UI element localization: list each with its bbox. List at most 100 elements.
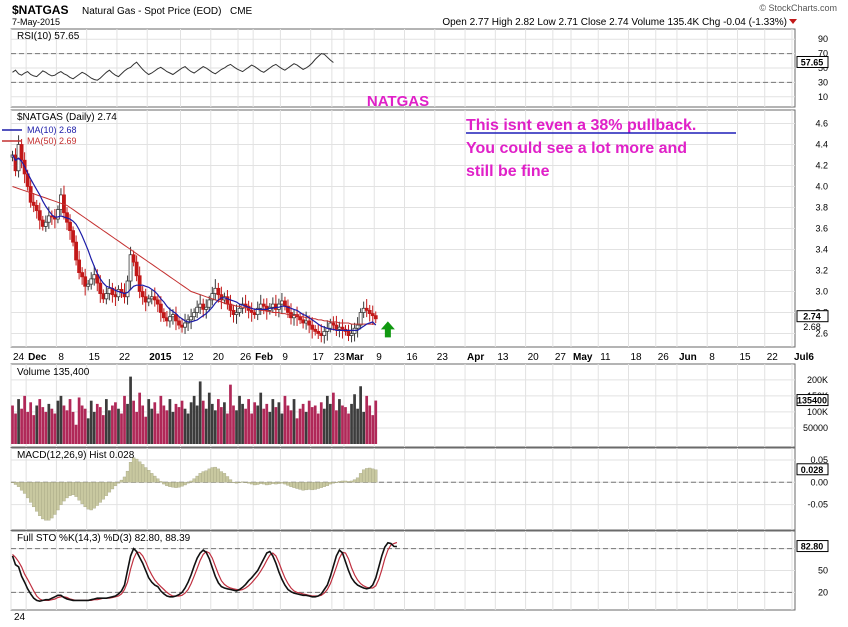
volume-bar bbox=[283, 395, 287, 444]
volume-bar bbox=[307, 400, 311, 444]
volume-bar bbox=[304, 411, 308, 444]
volume-value-box bbox=[796, 394, 829, 407]
volume-bar bbox=[207, 392, 211, 444]
volume-bar bbox=[141, 405, 145, 444]
volume-bar bbox=[356, 408, 359, 444]
macd-hist-bar bbox=[95, 482, 99, 506]
x-tick-label: Feb bbox=[255, 352, 273, 363]
volume-bar bbox=[271, 399, 275, 444]
x-tick-label: 15 bbox=[739, 352, 751, 363]
candle bbox=[195, 306, 200, 313]
sto-label: Full STO %K(14,3) %D(3) 82.80, 88.39 bbox=[17, 533, 191, 544]
x-tick-label: 20 bbox=[213, 352, 225, 363]
volume-bar bbox=[177, 407, 181, 444]
macd-hist-bar bbox=[274, 482, 278, 485]
candle bbox=[59, 194, 63, 210]
candle bbox=[174, 314, 178, 322]
volume-bar bbox=[117, 408, 120, 444]
macd-hist-bar bbox=[355, 477, 360, 483]
volume-bar bbox=[238, 395, 241, 444]
volume-bar bbox=[26, 411, 30, 444]
y-tick-label: 2.6 bbox=[815, 329, 828, 339]
volume-bar bbox=[322, 408, 326, 444]
candle bbox=[370, 313, 375, 317]
rsi-line bbox=[12, 53, 334, 81]
macd-hist-bar bbox=[201, 471, 205, 483]
macd-hist-bar bbox=[216, 468, 221, 483]
y-tick-label: 50 bbox=[818, 63, 828, 73]
candle bbox=[134, 261, 139, 277]
candle bbox=[355, 324, 360, 329]
macd-hist-bar bbox=[186, 482, 190, 484]
candle bbox=[340, 326, 345, 330]
y-tick-label: 3.4 bbox=[815, 245, 828, 255]
candle bbox=[86, 283, 91, 287]
volume-bar bbox=[86, 418, 90, 444]
candle bbox=[168, 316, 172, 322]
macd-hist-bar bbox=[80, 482, 84, 504]
volume-bar bbox=[126, 403, 129, 444]
macd-hist-bar bbox=[44, 482, 48, 521]
macd-hist-bar bbox=[59, 482, 63, 505]
volume-bar bbox=[232, 405, 235, 444]
macd-hist-bar bbox=[271, 482, 275, 484]
volume-bar bbox=[47, 403, 51, 444]
y-tick-label: 30 bbox=[818, 77, 828, 87]
volume-bar bbox=[344, 407, 347, 444]
x-tick-label: Apr bbox=[467, 352, 484, 363]
macd-hist-bar bbox=[204, 470, 208, 483]
quote-line: Open 2.77 High 2.82 Low 2.71 Close 2.74 … bbox=[442, 17, 787, 28]
candle bbox=[40, 219, 45, 227]
volume-bar bbox=[159, 395, 163, 444]
x-tick-label: 17 bbox=[313, 352, 325, 363]
candle bbox=[143, 296, 148, 303]
candle bbox=[313, 328, 318, 332]
volume-bar bbox=[32, 415, 36, 444]
macd-hist-bar bbox=[313, 482, 317, 490]
volume-bar bbox=[71, 411, 75, 444]
volume-bar bbox=[298, 408, 302, 444]
volume-bar bbox=[68, 399, 72, 444]
volume-bar bbox=[83, 408, 87, 444]
volume-bar bbox=[286, 405, 290, 444]
macd-hist-bar bbox=[171, 482, 175, 488]
volume-bar bbox=[301, 403, 305, 444]
candle bbox=[37, 210, 42, 221]
macd-hist-bar bbox=[22, 482, 27, 494]
volume-bar bbox=[59, 395, 63, 444]
volume-bar bbox=[147, 399, 151, 444]
macd-hist-bar bbox=[331, 482, 336, 484]
macd-hist-bar bbox=[198, 473, 202, 483]
volume-bar bbox=[171, 411, 175, 444]
macd-hist-bar bbox=[65, 482, 69, 499]
macd-hist-bar bbox=[183, 482, 187, 486]
x-tick-label: 26 bbox=[658, 352, 670, 363]
macd-hist-bar bbox=[213, 466, 217, 483]
macd-hist-bar bbox=[231, 482, 236, 483]
volume-bar bbox=[292, 399, 296, 444]
rsi-label: RSI(10) 57.65 bbox=[17, 31, 80, 42]
candle bbox=[128, 254, 133, 282]
macd-hist-bar bbox=[113, 482, 118, 487]
candle bbox=[307, 320, 312, 326]
candle bbox=[183, 322, 187, 328]
candle bbox=[213, 287, 218, 295]
volume-bar bbox=[319, 402, 323, 444]
volume-bar bbox=[350, 403, 353, 444]
volume-bar bbox=[165, 410, 169, 444]
candle bbox=[192, 312, 197, 318]
price-last-value-box bbox=[796, 310, 829, 323]
x-tick-label: 11 bbox=[600, 352, 611, 363]
volume-bar bbox=[132, 400, 135, 444]
volume-bar bbox=[174, 403, 178, 444]
volume-bar bbox=[38, 399, 42, 444]
volume-bar bbox=[114, 402, 117, 444]
macd-hist-bar bbox=[134, 458, 139, 483]
x-tick-label: 16 bbox=[407, 352, 419, 363]
volume-bar bbox=[186, 413, 190, 444]
macd-value: 0.028 bbox=[801, 465, 824, 475]
macd-hist-bar bbox=[240, 481, 245, 483]
x-tick-label: 9 bbox=[282, 352, 288, 363]
volume-bar bbox=[216, 399, 220, 444]
